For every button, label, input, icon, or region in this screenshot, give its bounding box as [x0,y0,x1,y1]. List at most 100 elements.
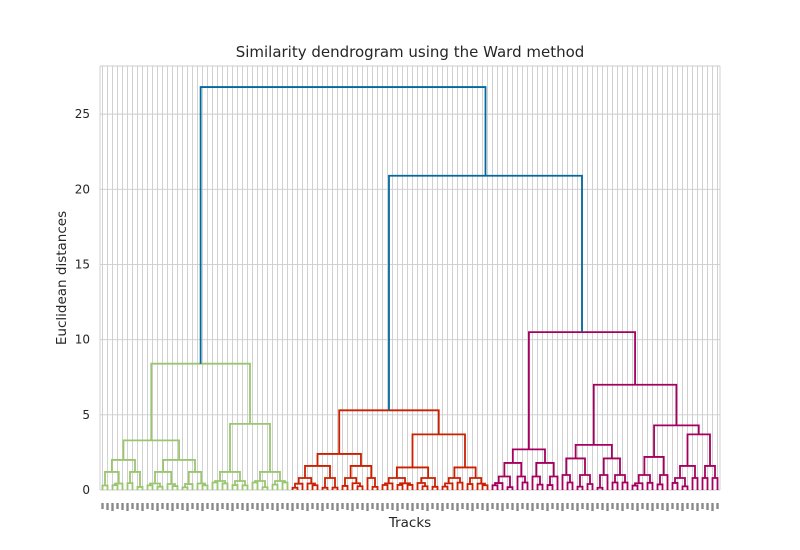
dendrogram-link [146,484,154,490]
dendrogram-link [420,477,436,487]
leaf-label-mark [391,503,394,510]
leaf-label-mark [146,503,149,509]
dendrogram-link [574,443,613,459]
dendrogram-link [229,422,271,472]
leaf-label-mark [456,503,459,511]
leaf-label-mark [696,503,699,511]
leaf-label-mark [616,503,619,510]
y-tick-label: 5 [82,408,90,422]
leaf-label-mark [331,503,334,510]
leaf-label-mark [196,503,199,510]
leaf-label-mark [381,503,384,511]
dendrogram-link [344,477,358,486]
dendrogram-link [411,433,466,468]
leaf-label-mark [421,503,424,510]
dendrogram-link [291,486,299,490]
dendrogram-link [150,362,251,441]
leaf-label-mark [141,503,144,511]
leaf-label-mark [311,503,314,509]
dendrogram-link [381,484,389,490]
leaf-label-mark [246,503,249,511]
dendrogram-link [110,459,136,472]
y-tick-label: 20 [75,182,90,196]
leaf-label-mark [526,503,529,510]
dendrogram-link [637,474,651,484]
leaf-label-mark [556,503,559,510]
leaf-label-mark [151,503,154,510]
leaf-label-mark [101,503,104,509]
leaf-label-mark [416,503,419,509]
leaf-label-mark [386,503,389,509]
vertical-grid [102,66,718,490]
leaf-label-mark [656,503,659,509]
dendrogram-link [592,383,678,445]
leaf-label-mark [646,503,649,510]
dendrogram-link [711,477,719,490]
dendrogram-link [201,484,209,490]
leaf-label-mark [566,503,569,509]
dendrogram-link [441,485,449,490]
dendrogram-link [536,483,544,490]
leaf-label-mark [281,503,284,509]
leaf-label-mark [541,503,544,510]
dendrogram-link [221,482,229,490]
dendrogram-link [447,477,461,484]
y-axis-ticks: 0 5 10 15 20 25 [75,107,90,497]
dendrogram-link [701,477,709,490]
leaf-label-mark [716,503,719,509]
leaf-label-mark [651,503,654,511]
leaf-label-mark [601,503,604,510]
leaf-label-mark [591,503,594,511]
leaf-label-mark [361,503,364,510]
dendrogram-link [234,480,246,486]
dendrogram-link [395,466,430,478]
leaf-label-mark [106,503,109,510]
dendrogram-link [466,483,474,490]
leaf-label-mark [576,503,579,511]
dendrogram-link [294,482,304,490]
leaf-label-mark [356,503,359,509]
leaf-label-mark [231,503,234,511]
dendrogram-link [187,471,203,485]
leaf-label-mark [661,503,664,510]
leaf-label-mark [676,503,679,510]
dendrogram-link [681,485,689,490]
leaf-label-mark [301,503,304,510]
leaf-label-mark [161,503,164,509]
leaf-label-mark [406,503,409,510]
leaf-label-mark [166,503,169,510]
dendrogram-link [576,485,584,490]
dendrogram-link [136,486,144,490]
leaf-label-mark [431,503,434,509]
dendrogram-link [566,481,574,490]
leaf-label-mark [581,503,584,509]
leaf-label-mark [121,503,124,510]
dendrogram-link [351,482,361,490]
dendrogram-link [316,453,362,466]
leaf-label-mark [606,503,609,511]
leaf-label-mark [446,503,449,509]
dendrogram-link [384,482,394,490]
leaf-label-mark [396,503,399,511]
leaf-label-mark [126,503,129,511]
dendrogram-link [686,433,711,466]
dendrogram-link [387,477,406,484]
dendrogram-link [631,484,639,490]
dendrogram-link [211,481,219,490]
leaf-label-mark [321,503,324,511]
leaf-label-mark [611,503,614,509]
leaf-label-mark [516,503,519,511]
dendrogram-link [149,482,161,487]
horizontal-grid [99,65,721,491]
leaf-label-mark [701,503,704,509]
dendrogram-link [431,485,439,490]
leaf-label-mark [336,503,339,511]
dendrogram-link [338,409,440,454]
dendrogram-link [602,457,621,475]
dendrogram-link [531,475,541,490]
leaf-label-mark [451,503,454,510]
leaf-label-mark [266,503,269,509]
leaf-label-mark [226,503,229,510]
leaf-label-mark [176,503,179,509]
